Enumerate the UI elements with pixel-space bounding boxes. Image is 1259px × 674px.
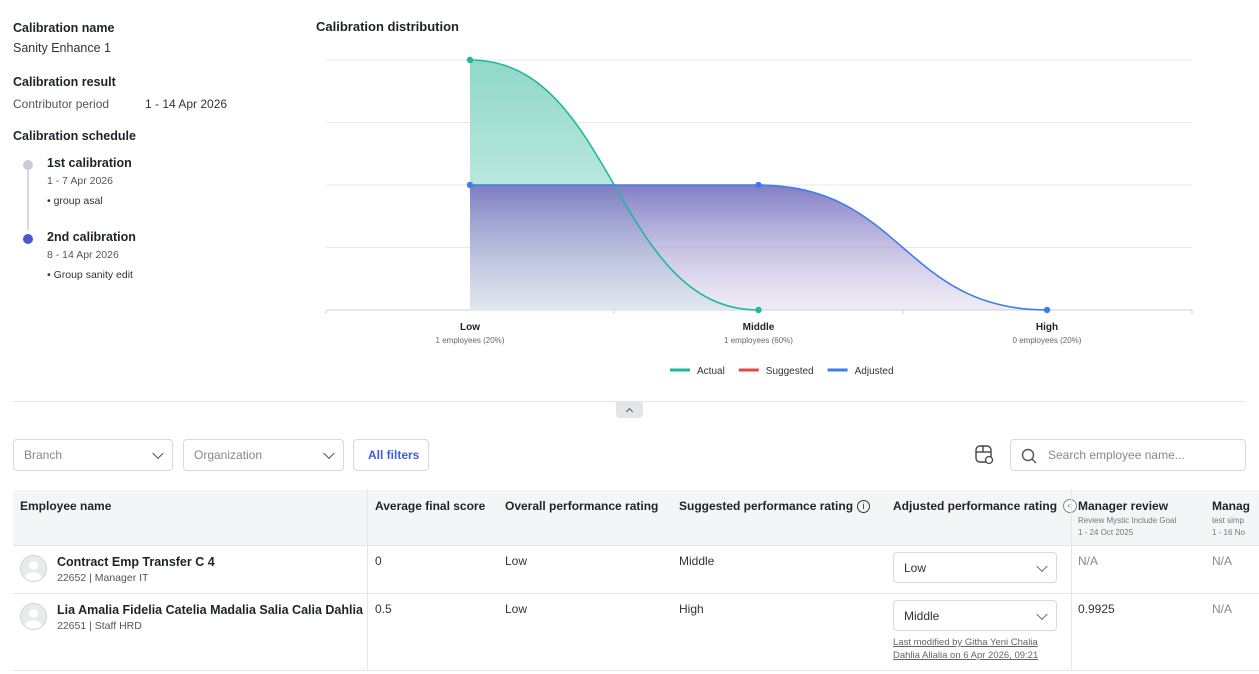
column-header: Manag bbox=[1212, 499, 1251, 513]
point bbox=[1043, 306, 1051, 314]
schedule-title: 2nd calibration bbox=[47, 230, 136, 244]
branch-select[interactable]: Branch bbox=[13, 439, 173, 471]
x-tick-note: 1 employees (60%) bbox=[724, 336, 793, 345]
placeholder: Branch bbox=[24, 448, 63, 462]
cell: Low bbox=[505, 554, 528, 568]
schedule-group: • group asal bbox=[47, 195, 103, 207]
info-icon[interactable]: i bbox=[857, 500, 870, 513]
row-divider bbox=[13, 593, 1259, 594]
point bbox=[755, 181, 762, 189]
point bbox=[466, 56, 474, 64]
x-tick-note: 1 employees (20%) bbox=[436, 336, 505, 345]
column-header: Average final score bbox=[375, 499, 486, 513]
cell: Middle bbox=[679, 554, 715, 568]
search-icon bbox=[1021, 448, 1037, 464]
column-header: Employee name bbox=[20, 499, 112, 513]
label: Calibration schedule bbox=[13, 129, 136, 143]
column-divider bbox=[367, 490, 368, 670]
search-input[interactable]: Search employee name... bbox=[1010, 439, 1246, 471]
column-divider bbox=[1071, 490, 1072, 670]
rating-select[interactable]: Middle bbox=[893, 600, 1057, 631]
column-subtitle: test simp bbox=[1212, 516, 1245, 525]
column-header: Suggested performance rating bbox=[679, 499, 854, 513]
legend-label: Actual bbox=[697, 366, 725, 377]
rating-select[interactable]: Low bbox=[893, 552, 1057, 583]
cell: N/A bbox=[1212, 554, 1233, 568]
point bbox=[755, 306, 762, 314]
column-header: Overall performance rating bbox=[505, 499, 659, 513]
area bbox=[470, 185, 1047, 310]
x-tick-label: High bbox=[1036, 322, 1058, 333]
cell: 0.9925 bbox=[1078, 602, 1115, 616]
x-tick-label: Middle bbox=[743, 322, 775, 333]
all-filters-button[interactable]: All filters bbox=[353, 439, 429, 471]
schedule-title: 1st calibration bbox=[47, 156, 132, 170]
cell: Low bbox=[505, 602, 528, 616]
selected-value: Low bbox=[904, 560, 927, 575]
column-dates: 1 - 16 No bbox=[1212, 528, 1245, 537]
label: Calibration result bbox=[13, 75, 116, 89]
resize-handle[interactable]: ‹› bbox=[1063, 499, 1077, 513]
cell: 0 bbox=[375, 554, 382, 568]
button-label: All filters bbox=[368, 448, 420, 462]
label: Contributor period bbox=[13, 97, 110, 111]
column-header: Adjusted performance rating bbox=[893, 499, 1058, 513]
label: Calibration name bbox=[13, 21, 115, 35]
employee-meta: 22652 | Manager IT bbox=[57, 572, 149, 584]
timeline-line bbox=[27, 170, 29, 230]
schedule-group: • Group sanity edit bbox=[47, 269, 133, 281]
column-header: Manager review bbox=[1078, 499, 1169, 513]
organization-select[interactable]: Organization bbox=[183, 439, 344, 471]
legend-label: Suggested bbox=[766, 366, 814, 377]
chart-title: Calibration distribution bbox=[316, 19, 459, 34]
placeholder: Organization bbox=[194, 448, 263, 462]
x-tick-note: 0 employees (20%) bbox=[1013, 336, 1082, 345]
x-tick-label: Low bbox=[460, 322, 480, 333]
cell: N/A bbox=[1212, 602, 1233, 616]
selected-value: Middle bbox=[904, 608, 940, 623]
employee-name: Lia Amalia Fidelia Catelia Madalia Salia… bbox=[57, 603, 363, 617]
column-dates: 1 - 24 Oct 2025 bbox=[1078, 528, 1134, 537]
employee-meta: 22651 | Staff HRD bbox=[57, 620, 142, 632]
modified-note: Last modified by Githa Yeni Chalia Dahli… bbox=[893, 637, 1039, 661]
avatar bbox=[20, 555, 47, 582]
table-header bbox=[13, 490, 1259, 545]
settings-icon[interactable] bbox=[974, 444, 996, 466]
row-divider bbox=[13, 670, 1259, 671]
cell: 0.5 bbox=[375, 602, 392, 616]
cell: N/A bbox=[1078, 554, 1099, 568]
avatar bbox=[20, 603, 47, 630]
divider bbox=[13, 401, 1245, 402]
employee-name: Contract Emp Transfer C 4 bbox=[57, 555, 215, 569]
timeline-dot bbox=[23, 160, 33, 170]
placeholder: Search employee name... bbox=[1048, 448, 1185, 462]
cell: High bbox=[679, 602, 704, 616]
line bbox=[469, 184, 1048, 311]
collapse-button[interactable] bbox=[616, 402, 643, 418]
schedule-dates: 1 - 7 Apr 2026 bbox=[47, 175, 113, 187]
chart: Calibration distribution Low 1 employees … bbox=[316, 19, 1193, 377]
timeline-dot bbox=[23, 234, 33, 244]
column-subtitle: Review Mystic Include Goal bbox=[1078, 516, 1177, 525]
legend-label: Adjusted bbox=[855, 366, 894, 377]
value: Sanity Enhance 1 bbox=[13, 41, 111, 55]
value: 1 - 14 Apr 2026 bbox=[145, 97, 228, 111]
schedule-dates: 8 - 14 Apr 2026 bbox=[47, 249, 119, 261]
point bbox=[466, 181, 474, 189]
row-divider bbox=[13, 545, 1259, 546]
